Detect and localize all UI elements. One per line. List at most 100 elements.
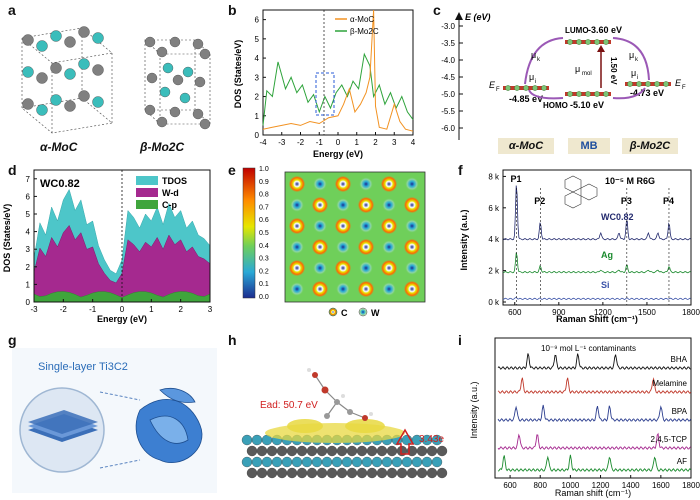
svg-text:k: k	[537, 57, 541, 63]
ytick-label: 4	[26, 228, 31, 237]
c-atom	[266, 445, 278, 457]
ti-atom	[251, 434, 263, 446]
ti-atom	[241, 434, 253, 446]
xlabel-d: Energy (eV)	[97, 314, 147, 324]
c-atom	[296, 467, 308, 479]
carbon-site	[380, 259, 398, 277]
panel-label-h: h	[228, 332, 237, 348]
c-atom	[276, 467, 288, 479]
electron-dot	[514, 85, 520, 91]
peak-label: P3	[621, 196, 632, 206]
carbon-atom	[162, 62, 174, 74]
ti-atom	[301, 456, 313, 468]
mo-atom	[146, 72, 158, 84]
panel-c: c E (eV) -3.0 -3.5 -4.0 -4.5 -5.0 -5.5 -6.0 LU…	[425, 0, 700, 160]
dos-plot-b: -4 -3 -2 -1 0 1 2 3 4 0 1 2 3 4 5 6 α-MoC β-Mo2C DOS (S…	[233, 9, 416, 159]
ef-right-sub: F	[682, 85, 686, 91]
carbon-atom	[92, 96, 104, 108]
ytick-label: 7	[26, 175, 31, 184]
series-label: BPA	[672, 407, 688, 416]
c-atom	[346, 445, 358, 457]
spectrum-0	[497, 353, 691, 370]
beta-mo2c-label: β-Mo2C	[140, 140, 185, 154]
panel-label-b: b	[228, 2, 237, 18]
note-f: 10⁻⁵ M R6G	[605, 176, 655, 186]
c-atom	[436, 467, 448, 479]
tungsten-site	[382, 198, 396, 212]
crystal-structures	[21, 26, 211, 134]
ti-atom	[321, 456, 333, 468]
legend-w: W	[371, 308, 380, 318]
c-atom	[386, 467, 398, 479]
ytick-label: 0	[26, 298, 31, 307]
electron-dot	[523, 85, 529, 91]
xtick-label: 3	[392, 138, 397, 147]
carbon-site	[311, 238, 329, 256]
carbon-atom	[179, 92, 191, 104]
tungsten-site	[382, 240, 396, 254]
ti-atom	[371, 456, 383, 468]
label-ag: Ag	[601, 250, 613, 260]
mo-atom	[169, 106, 181, 118]
layer-stack	[28, 410, 98, 442]
electron-dot	[585, 91, 591, 97]
carbon-site	[334, 175, 352, 193]
panel-label-i: i	[458, 332, 462, 348]
carbon-site	[334, 259, 352, 277]
tungsten-site	[359, 177, 373, 191]
series-label: AF	[677, 457, 687, 466]
tungsten-site	[359, 261, 373, 275]
moc-ef-level	[503, 85, 549, 91]
ti-atom	[391, 456, 403, 468]
electron-dot	[603, 39, 609, 45]
legend-tdos: TDOS	[162, 176, 187, 186]
ti-atom	[401, 456, 413, 468]
raman-plot-f: 600 900 1200 1500 1800 0 k 2 k 4 k 6 k 8 k P1 P2 P3…	[459, 169, 700, 324]
box-alpha-moc: α-MoC	[498, 138, 554, 154]
c-atom	[326, 445, 338, 457]
colorbar-label: 0.6	[259, 217, 269, 224]
carbon-atom	[92, 32, 104, 44]
electron-dot	[576, 39, 582, 45]
spectrum-2	[497, 404, 692, 422]
c-atom	[276, 445, 288, 457]
tungsten-site	[313, 261, 327, 275]
tungsten-site	[290, 198, 304, 212]
svg-text:i: i	[637, 75, 638, 81]
c-atom	[376, 445, 388, 457]
panel-label-d: d	[8, 162, 17, 178]
xtick-label: 800	[534, 481, 548, 490]
electron-dot	[576, 91, 582, 97]
panel-d: d -3 -2 -1 0 1 2 3 0 1 2 3 4 5 6 7 WC0.82 TDOS W-d C-p…	[0, 160, 225, 325]
axis-label-e: E (eV)	[465, 12, 491, 22]
map-background	[285, 172, 425, 302]
colorbar-label: 1.0	[259, 166, 269, 173]
legend-w-icon	[358, 307, 368, 317]
series-label: BHA	[671, 355, 688, 364]
c-atom	[386, 445, 398, 457]
c-atom	[316, 467, 328, 479]
carbon-site	[403, 238, 421, 256]
mo-atom	[169, 36, 181, 48]
c-atom	[306, 445, 318, 457]
xtick-label: -2	[297, 138, 305, 147]
ytick-label: 8 k	[488, 172, 500, 181]
ylabel-d: DOS (States/eV)	[2, 204, 12, 273]
mo-atom	[156, 116, 168, 128]
c-atom	[296, 445, 308, 457]
si-spectrum	[502, 297, 691, 300]
ti-atom	[261, 456, 273, 468]
c-atom	[406, 467, 418, 479]
xtick-label: 1500	[638, 308, 656, 317]
moc-ef-value: -4.85 eV	[509, 94, 543, 104]
title-g: Single-layer Ti3C2	[38, 361, 128, 373]
ti-atom	[431, 434, 443, 446]
panel-f: f 600 900 1200 1500 1800 0 k 2 k 4 k 6 k 8 k P1 P2…	[455, 160, 700, 325]
ytick-label: -5.0	[441, 90, 455, 99]
series-label: Melamine	[652, 379, 687, 388]
carbon-atom	[78, 58, 90, 70]
ef-left-sub: F	[496, 87, 500, 93]
legend-w-d: W-d	[162, 188, 179, 198]
colorbar-label: 0.5	[259, 230, 269, 237]
alpha-moc-label: α-MoC	[40, 140, 78, 154]
